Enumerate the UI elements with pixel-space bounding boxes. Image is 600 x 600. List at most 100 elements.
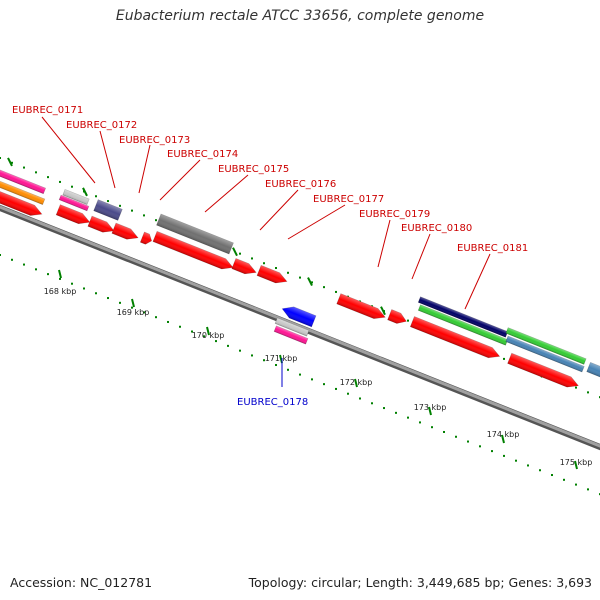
lower-tick-dot (83, 287, 85, 290)
kbp-major-tick (131, 298, 135, 308)
gene-label-eubrec_0176: EUBREC_0176 (265, 179, 336, 190)
upper-tick-dot (119, 204, 121, 207)
gene-label-eubrec_0179: EUBREC_0179 (359, 209, 430, 220)
hit-grey-a (62, 189, 90, 205)
hit-navy (417, 296, 509, 338)
lower-tick-dot (239, 349, 241, 352)
gene-label-eubrec_0177: EUBREC_0177 (313, 194, 384, 205)
hit-green-b-shade (505, 327, 587, 365)
upper-major-tick (7, 157, 13, 167)
lower-tick-dot (71, 282, 73, 285)
lower-tick-dot (479, 445, 481, 448)
leader-line (259, 189, 299, 231)
map-title: Eubacterium rectale ATCC 33656, complete… (115, 8, 485, 24)
hit-orange (0, 174, 46, 206)
lower-tick-dot (203, 335, 205, 338)
lower-tick-dot (383, 407, 385, 410)
cds-eubrec-0175 (152, 230, 234, 270)
label-layer: EUBREC_0171 EUBREC_0172 EUBREC_0173 EUBREC_… (12, 105, 528, 408)
gene-label-eubrec_0172: EUBREC_0172 (66, 120, 137, 131)
upper-tick-dot (503, 357, 505, 360)
leader-line (464, 253, 491, 310)
leader-line (204, 174, 249, 213)
lower-tick-dot (107, 297, 109, 300)
lower-tick-dot (419, 421, 421, 424)
kbp-scale-label: 169 kbp (117, 308, 150, 317)
cds-eubrec-0173-shade (111, 223, 139, 240)
cds-eubrec-0172-shade (56, 204, 90, 224)
lower-tick-dot (395, 411, 397, 414)
kbp-major-tick (428, 406, 432, 416)
cds-eubrec-0179b (387, 309, 407, 324)
gene-label-eubrec_0181: EUBREC_0181 (457, 243, 528, 254)
hit-slate-shade (93, 199, 123, 221)
hit-magenta-a-shade (0, 162, 46, 194)
lower-tick-dot (503, 454, 505, 457)
cds-eubrec-0172 (55, 204, 91, 225)
upper-tick-dot (263, 262, 265, 265)
lower-tick-dot (347, 392, 349, 395)
kbp-scale-label: 170 kbp (192, 331, 225, 340)
kbp-scale-label: 171 kbp (265, 354, 298, 363)
lower-tick-dot (455, 435, 457, 438)
upper-tick-dot (95, 195, 97, 198)
lower-tick-dot (431, 426, 433, 429)
cds-eubrec-0179b-shade (387, 309, 407, 324)
tick-layer: 168 kbp 169 kbp 170 kbp 171 kbp 172 kbp 173 k… (0, 157, 600, 496)
kbp-scale-label: 174 kbp (487, 430, 520, 439)
hit-edge-shade (586, 362, 600, 378)
hit-orange-shade (0, 175, 45, 205)
lower-tick-dot (311, 378, 313, 381)
cds-eubrec-0181 (507, 352, 579, 388)
upper-tick-dot (11, 161, 13, 164)
cds-eubrec-0179a (336, 293, 386, 319)
lower-tick-dot (575, 483, 577, 486)
rna-grey (156, 213, 234, 255)
kbp-major-tick (354, 378, 358, 388)
upper-tick-dot (71, 185, 73, 188)
cds-eubrec-0180 (409, 316, 501, 359)
gene-label-eubrec_0173: EUBREC_0173 (119, 135, 190, 146)
upper-tick-dot (35, 171, 37, 174)
lower-tick-dot (191, 330, 193, 333)
cds-eubrec-0171 (0, 186, 43, 216)
gene-label-eubrec_0171: EUBREC_0171 (12, 105, 83, 116)
cds-eubrec-0176 (231, 258, 257, 275)
hit-slate (93, 199, 123, 221)
backbone-line (0, 205, 600, 448)
lower-tick-dot (95, 292, 97, 295)
leader-line-layer (41, 116, 491, 387)
lower-tick-dot (287, 368, 289, 371)
topology-text: Topology: circular; Length: 3,449,685 bp… (248, 575, 592, 590)
cds-eubrec-0177-shade (257, 265, 287, 283)
lower-tick-dot (563, 478, 565, 481)
lower-tick-dot (227, 344, 229, 347)
upper-tick-dot (143, 214, 145, 217)
upper-tick-dot (0, 157, 1, 159)
lower-tick-dot (131, 306, 133, 309)
lower-tick-dot (35, 268, 37, 271)
leader-line (159, 159, 201, 201)
hit-magenta-b-shade (59, 195, 89, 211)
hit-magenta-a (0, 161, 47, 195)
upper-tick-dot (575, 386, 577, 389)
lower-tick-dot (47, 273, 49, 276)
cds-eubrec-0181-shade (507, 353, 579, 388)
hit-steelblue (505, 335, 585, 373)
cds-eubrec-0173 (111, 222, 139, 240)
lower-tick-dot (0, 254, 1, 256)
lower-tick-dot (515, 459, 517, 462)
kbp-scale-label: 175 kbp (560, 458, 593, 467)
lower-tick-dot (527, 464, 529, 467)
hit-grey-a-shade (62, 189, 90, 205)
leader-line (411, 233, 431, 280)
leader-line (287, 204, 346, 240)
cds-eubrec-0175-shade (152, 231, 234, 269)
lower-tick-dot (251, 354, 253, 357)
cds-eubrec-0172b-shade (87, 216, 115, 233)
leader-line (377, 219, 391, 268)
hit-grey-b (274, 317, 310, 337)
cds-eubrec-0178 (281, 306, 317, 328)
upper-tick-dot (107, 200, 109, 203)
lower-tick-dot (371, 402, 373, 405)
